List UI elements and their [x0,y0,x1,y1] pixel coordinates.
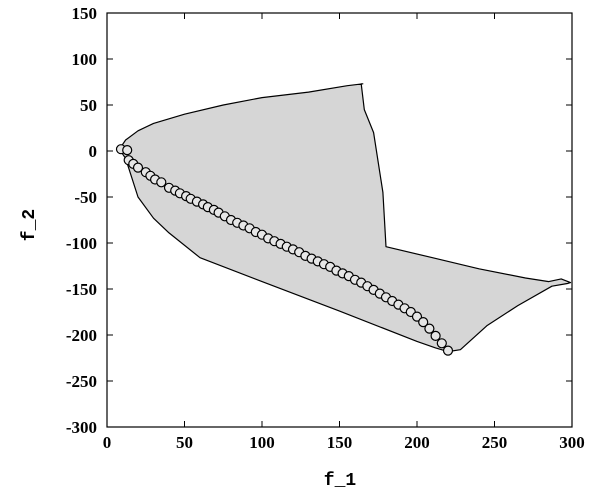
y-tick-label: -200 [66,326,97,345]
pareto-point [442,345,454,356]
y-tick-label: 0 [89,142,98,161]
x-tick-label: 100 [249,433,275,452]
x-tick-label: 300 [559,433,585,452]
x-tick-label: 250 [482,433,508,452]
x-tick-label: 150 [327,433,353,452]
pareto-point [424,323,435,334]
y-tick-label: -150 [66,280,97,299]
y-axis-label: f_2 [20,209,40,241]
y-tick-label: 100 [72,50,98,69]
x-tick-label: 50 [176,433,193,452]
x-tick-label: 0 [103,433,112,452]
x-axis-label: f_1 [324,471,357,491]
pareto-point [156,177,167,188]
feasible-region-layer [118,83,572,353]
x-axis-ticks: 0 50 100 150 200 250 300 [103,13,585,452]
pareto-point [132,162,144,173]
y-axis-ticks: 150 100 50 0 -50 -100 -150 -200 -250 -300 [66,4,572,437]
pareto-point [122,145,133,156]
pareto-front-markers [115,144,454,356]
y-tick-label: 150 [72,4,98,23]
pareto-point [418,317,429,328]
y-tick-label: 50 [80,96,97,115]
pareto-point [436,338,447,349]
y-tick-label: -250 [66,372,97,391]
y-tick-label: -100 [66,234,97,253]
x-tick-label: 200 [404,433,430,452]
y-tick-label: -300 [66,418,97,437]
y-tick-label: -50 [74,188,97,207]
pareto-point [411,311,423,322]
feasible-region [118,83,572,353]
pareto-point [430,330,441,341]
